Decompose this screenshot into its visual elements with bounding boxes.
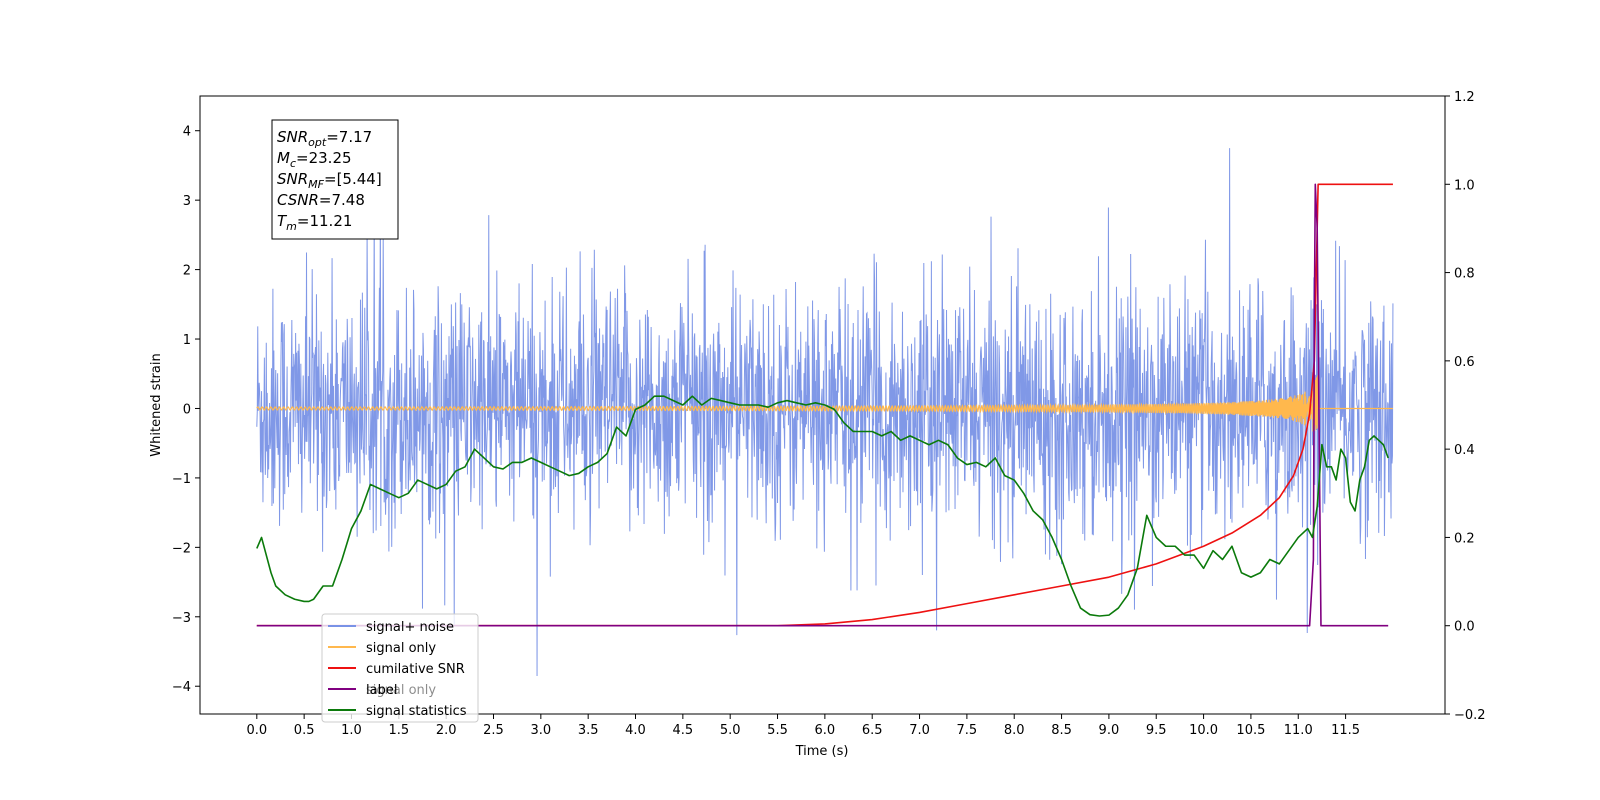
x-tick-label: 0.0 <box>246 723 267 738</box>
y-right-tick-label: 1.0 <box>1454 178 1475 193</box>
x-tick-label: 8.5 <box>1051 723 1072 738</box>
legend-label: label <box>366 683 397 698</box>
annotation-line: Tm=11.21 <box>277 212 352 233</box>
x-tick-label: 0.5 <box>294 723 315 738</box>
x-tick-label: 9.0 <box>1099 723 1120 738</box>
legend-label: signal only <box>366 641 436 656</box>
y-tick-label: 2 <box>183 264 191 279</box>
y-right-tick-label: 0.0 <box>1454 620 1475 635</box>
legend-label: signal+ noise <box>366 620 454 635</box>
x-tick-label: 6.5 <box>862 723 883 738</box>
x-tick-label: 7.5 <box>957 723 978 738</box>
series-signal-noise-line <box>256 148 1394 677</box>
y-tick-label: −4 <box>172 680 191 695</box>
x-tick-label: 6.0 <box>815 723 836 738</box>
x-tick-label: 10.5 <box>1236 723 1265 738</box>
series-signal-only-line <box>256 375 1393 432</box>
y-tick-label: 3 <box>183 194 191 209</box>
legend: signal+ noise signal only cumilative SNR la… <box>321 613 479 723</box>
annotation-line: SNRMF=[5.44] <box>277 170 382 191</box>
y-tick-label: −3 <box>172 611 191 626</box>
x-tick-label: 8.0 <box>1004 723 1025 738</box>
x-tick-label: 5.5 <box>767 723 788 738</box>
y-tick-label: −1 <box>172 472 191 487</box>
x-tick-label: 4.0 <box>625 723 646 738</box>
x-tick-label: 3.0 <box>530 723 551 738</box>
y-axis-right-ticks: −0.2 0.0 0.2 0.4 0.6 0.8 1.0 1.2 <box>1445 90 1486 723</box>
x-tick-label: 3.5 <box>578 723 599 738</box>
annotation-line: Mc=23.25 <box>277 149 352 170</box>
x-tick-label: 2.0 <box>436 723 457 738</box>
legend-label-hidden: signal only <box>366 683 436 698</box>
series-label-line <box>256 183 1389 627</box>
y-tick-label: 4 <box>183 125 191 140</box>
series-cumulative-snr-line <box>256 183 1393 627</box>
y-tick-label: 0 <box>183 402 191 417</box>
y-right-tick-label: 1.2 <box>1454 90 1475 105</box>
axes-frame <box>199 95 1446 715</box>
legend-label: cumilative SNR <box>366 662 465 677</box>
x-tick-label: 1.0 <box>341 723 362 738</box>
y-right-tick-label: 0.2 <box>1454 531 1475 546</box>
annotation-line: CSNR=7.48 <box>277 191 365 209</box>
x-tick-label: 11.0 <box>1284 723 1313 738</box>
y-right-tick-label: 0.4 <box>1454 443 1475 458</box>
x-tick-label: 2.5 <box>483 723 504 738</box>
x-axis-ticks: 0.0 0.5 1.0 1.5 2.0 2.5 3.0 3.5 4.0 4.5 5.0 5.5 6.0 6… <box>246 714 1360 738</box>
x-tick-label: 4.5 <box>673 723 694 738</box>
x-axis-label: Time (s) <box>795 744 849 759</box>
y-right-tick-label: 0.6 <box>1454 355 1475 370</box>
x-tick-label: 5.0 <box>720 723 741 738</box>
x-tick-label: 11.5 <box>1331 723 1360 738</box>
annotation-frame <box>271 119 399 240</box>
x-tick-label: 1.5 <box>388 723 409 738</box>
y-right-tick-label: 0.8 <box>1454 267 1475 282</box>
annotation-box: SNRopt=7.17Mc=23.25SNRMF=[5.44]CSNR=7.48… <box>271 119 399 240</box>
y-tick-label: 1 <box>183 333 191 348</box>
y-axis-label: Whitened strain <box>149 353 164 456</box>
y-axis-ticks: −4 −3 −2 −1 0 1 2 3 4 <box>172 125 200 695</box>
y-tick-label: −2 <box>172 541 191 556</box>
x-tick-label: 9.5 <box>1146 723 1167 738</box>
x-tick-label: 10.0 <box>1189 723 1218 738</box>
x-tick-label: 7.0 <box>909 723 930 738</box>
annotation-line: SNRopt=7.17 <box>277 128 372 149</box>
plot-area <box>256 148 1394 677</box>
y-right-tick-label: −0.2 <box>1454 708 1486 723</box>
legend-frame <box>321 613 479 723</box>
series-signal-statistics-line <box>256 395 1389 617</box>
legend-label: signal statistics <box>366 704 467 719</box>
